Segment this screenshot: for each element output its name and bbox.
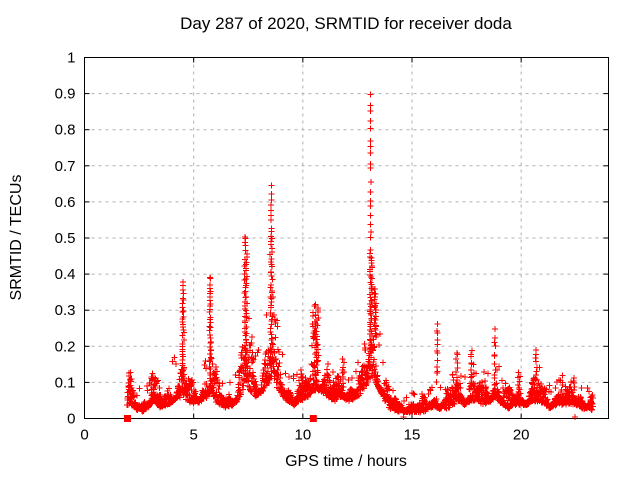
chart-title: Day 287 of 2020, SRMTID for receiver dod…	[180, 14, 512, 33]
y-tick-label: 0.5	[55, 230, 76, 247]
y-tick-label: 0	[67, 411, 75, 428]
x-tick-label: 5	[189, 427, 197, 444]
y-tick-label: 0.8	[55, 122, 76, 139]
y-tick-label: 0.7	[55, 158, 76, 175]
y-tick-label: 0.3	[55, 302, 76, 319]
y-tick-label: 0.9	[55, 86, 76, 103]
y-tick-label: 0.6	[55, 194, 76, 211]
x-tick-label: 0	[80, 427, 88, 444]
y-tick-label: 0.4	[55, 266, 76, 283]
x-axis-label: GPS time / hours	[285, 453, 407, 470]
y-tick-label: 0.2	[55, 338, 76, 355]
y-tick-label: 0.1	[55, 374, 76, 391]
x-tick-label: 15	[404, 427, 421, 444]
scatter-points	[124, 91, 596, 420]
x-tick-label: 10	[294, 427, 311, 444]
zero-value-square-marker	[124, 415, 132, 422]
zero-value-square-marker	[309, 415, 317, 422]
x-tick-label: 20	[513, 427, 530, 444]
y-tick-label: 1	[67, 50, 75, 67]
